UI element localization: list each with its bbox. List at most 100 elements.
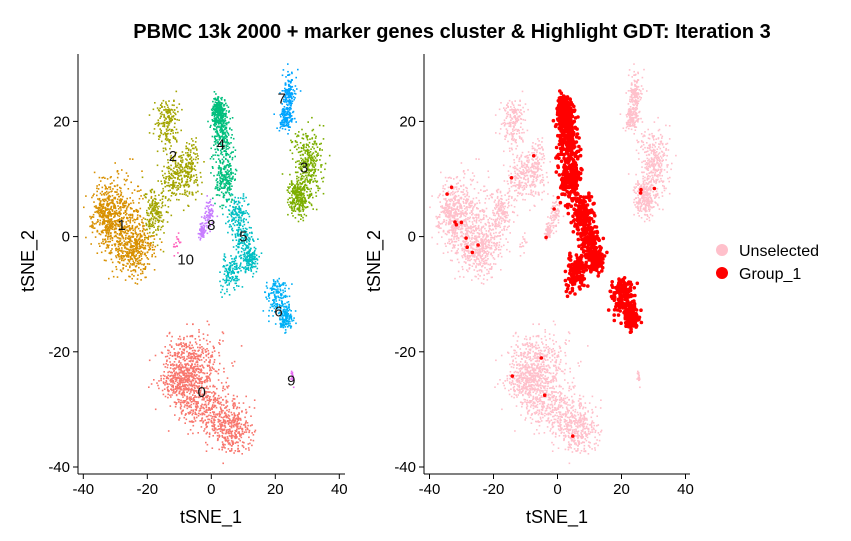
cluster-point [239, 228, 242, 231]
cluster-point [102, 176, 105, 179]
cluster-point [237, 441, 239, 444]
cluster-point [307, 188, 309, 190]
cluster-point [162, 121, 165, 124]
cluster-point [205, 392, 207, 395]
cluster-point [296, 195, 298, 197]
cluster-point [316, 146, 319, 148]
cluster-point [124, 238, 127, 240]
cluster-point [174, 368, 177, 370]
cluster-point [211, 407, 213, 409]
cluster-point [168, 139, 171, 141]
cluster-point [225, 277, 228, 279]
cluster-point [320, 171, 322, 173]
cluster-point [212, 107, 214, 109]
cluster-point [139, 230, 141, 232]
cluster-point [120, 193, 122, 196]
cluster-point [125, 254, 127, 256]
cluster-point [202, 407, 204, 409]
cluster-point [308, 201, 310, 203]
cluster-point [298, 194, 301, 196]
cluster-point [192, 402, 195, 405]
cluster-point [291, 141, 294, 143]
cluster-point [166, 376, 168, 378]
cluster-point [125, 211, 127, 213]
cluster-point [206, 411, 208, 414]
cluster-point [168, 175, 170, 177]
cluster-point [224, 260, 226, 262]
cluster-point [224, 115, 227, 118]
cluster-point [193, 182, 195, 184]
cluster-point [157, 109, 160, 111]
cluster-point [224, 422, 226, 425]
cluster-point [104, 226, 106, 229]
cluster-point [180, 378, 182, 380]
cluster-point [216, 439, 219, 442]
cluster-point [101, 177, 103, 179]
cluster-point [131, 213, 134, 216]
cluster-point [180, 362, 182, 364]
cluster-point [229, 443, 231, 446]
cluster-point [149, 244, 151, 247]
cluster-point [153, 217, 155, 219]
cluster-point [211, 367, 214, 369]
cluster-point [151, 246, 154, 249]
cluster-point [206, 343, 209, 345]
cluster-point [201, 412, 203, 415]
cluster-point [242, 225, 244, 228]
cluster-point [314, 137, 317, 139]
cluster-point [237, 271, 240, 273]
cluster-point [206, 385, 208, 388]
cluster-point [181, 193, 184, 195]
cluster-point [232, 394, 235, 397]
cluster-point [246, 212, 248, 214]
cluster-point [226, 180, 228, 183]
cluster-point [240, 237, 243, 239]
cluster-point [309, 157, 312, 160]
cluster-point [137, 274, 139, 276]
cluster-point [314, 180, 317, 182]
cluster-point [171, 335, 173, 338]
cluster-point [184, 404, 186, 406]
cluster-point [198, 329, 200, 331]
cluster-point [114, 243, 117, 245]
cluster-point [189, 384, 191, 387]
cluster-point [217, 421, 220, 423]
cluster-point [307, 150, 309, 153]
cluster-point [179, 155, 181, 157]
cluster-point [306, 153, 309, 156]
cluster-point [242, 213, 244, 215]
cluster-point [178, 172, 181, 174]
cluster-point [217, 372, 220, 375]
cluster-point [236, 406, 239, 408]
cluster-point [165, 111, 168, 113]
cluster-point [299, 162, 302, 164]
cluster-point [301, 160, 303, 162]
cluster-point [144, 196, 147, 198]
cluster-point [210, 355, 212, 357]
cluster-point [170, 364, 172, 366]
cluster-point [191, 165, 193, 167]
cluster-point [108, 221, 110, 223]
cluster-point [215, 120, 218, 123]
cluster-point [183, 359, 186, 362]
cluster-point [176, 374, 179, 376]
cluster-point [133, 218, 135, 221]
cluster-point [243, 249, 245, 252]
cluster-point [188, 344, 191, 346]
cluster-point [220, 106, 222, 108]
cluster-point [231, 421, 233, 423]
cluster-point [131, 264, 133, 266]
cluster-point [304, 157, 307, 159]
cluster-point [223, 174, 225, 176]
cluster-point [313, 177, 316, 180]
cluster-point [132, 260, 135, 262]
cluster-point [291, 191, 294, 194]
cluster-point [179, 377, 181, 379]
cluster-point [219, 129, 221, 132]
cluster-point [229, 450, 232, 452]
cluster-point [149, 203, 151, 206]
cluster-point [227, 417, 230, 419]
cluster-point [186, 397, 189, 400]
cluster-point [111, 237, 114, 239]
cluster-point [243, 431, 246, 433]
